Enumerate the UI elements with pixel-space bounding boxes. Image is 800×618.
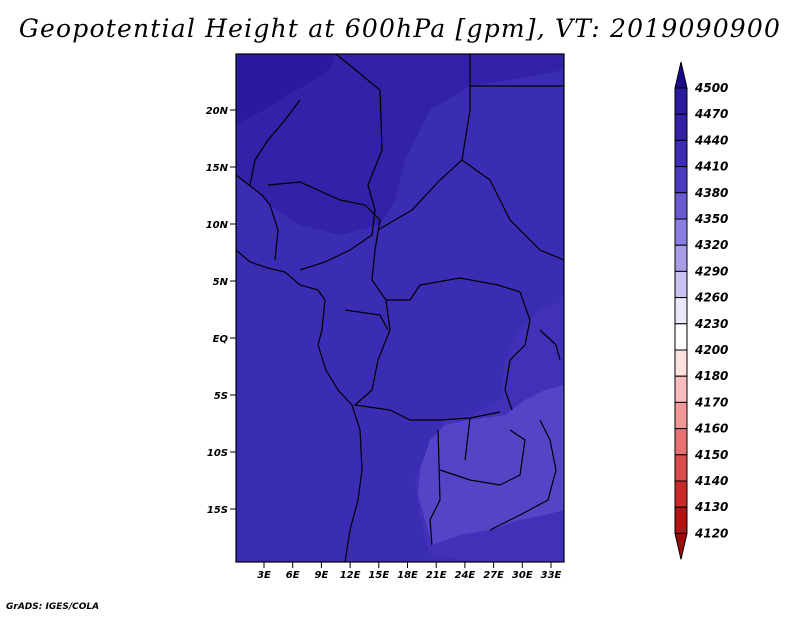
height-field-southwest xyxy=(236,420,400,562)
lon-label: 30E xyxy=(512,570,533,581)
longitude-axis: 3E 6E 9E 12E 15E 18E 21E 24E 27E 30E 33E xyxy=(257,562,562,581)
colorbar-bin xyxy=(674,375,688,403)
lon-label: 21E xyxy=(426,570,447,581)
lat-label: 10N xyxy=(206,220,229,231)
lon-label: 12E xyxy=(340,570,361,581)
colorbar-label: 4160 xyxy=(694,422,728,436)
colorbar-bin xyxy=(674,270,688,299)
colorbar-bin xyxy=(674,506,688,534)
colorbar-bin xyxy=(674,113,688,141)
height-field-high-northwest xyxy=(236,54,335,125)
lon-label: 3E xyxy=(257,570,271,581)
colorbar-label: 4150 xyxy=(694,448,728,462)
colorbar-bin xyxy=(674,428,688,456)
lon-label: 18E xyxy=(397,570,418,581)
lat-label: 20N xyxy=(206,106,229,117)
colorbar-label: 4140 xyxy=(694,474,728,488)
lon-label: 27E xyxy=(483,570,504,581)
colorbar-label: 4410 xyxy=(694,160,728,174)
colorbar-label: 4130 xyxy=(694,500,728,514)
lat-label: 5N xyxy=(213,277,229,288)
colorbar-bin xyxy=(674,87,688,115)
colorbar-label: 4200 xyxy=(694,343,728,357)
colorbar-bin xyxy=(674,401,688,430)
lon-label: 24E xyxy=(455,570,476,581)
colorbar-label: 4320 xyxy=(694,238,728,252)
map-title: Geopotential Height at 600hPa [gpm], VT:… xyxy=(18,14,782,43)
lat-label: 10S xyxy=(207,448,228,459)
lat-label: 15N xyxy=(206,163,229,174)
colorbar-bin xyxy=(674,323,688,351)
lon-label: 33E xyxy=(541,570,562,581)
colorbar-label: 4170 xyxy=(694,395,728,409)
colorbar-bin xyxy=(674,218,688,246)
colorbar-label: 4500 xyxy=(694,81,728,95)
lat-label: 5S xyxy=(214,391,228,402)
height-field-mid-southeast xyxy=(415,300,564,562)
map-panel xyxy=(235,53,565,563)
map-frame xyxy=(235,53,565,563)
colorbar-bin xyxy=(674,139,688,168)
colorbar-max-triangle xyxy=(674,61,688,89)
colorbar-bin xyxy=(674,166,688,194)
lon-label: 6E xyxy=(286,570,300,581)
colorbar-bin xyxy=(674,244,688,272)
country-borders xyxy=(235,53,565,563)
colorbar-label: 4380 xyxy=(694,186,728,200)
colorbar-bin xyxy=(674,454,688,482)
colorbar-label: 4350 xyxy=(694,212,728,226)
colorbar-min-triangle xyxy=(674,532,688,560)
colorbar-label: 4440 xyxy=(694,133,728,147)
latitude-axis: 20N 15N 10N 5N EQ 5S 10S 15S xyxy=(206,106,236,516)
colorbar-label: 4120 xyxy=(694,526,728,540)
west-africa-coast xyxy=(235,249,363,563)
colorbar-label: 4230 xyxy=(694,317,728,331)
lat-label: EQ xyxy=(213,334,229,345)
colorbar-bin xyxy=(674,480,688,508)
colorbar-label: 4260 xyxy=(694,291,728,305)
colorbar-label: 4290 xyxy=(694,264,728,278)
colorbar: 4500 4470 4440 4410 4380 4350 4320 4290 4260 4230… xyxy=(674,61,728,560)
lon-label: 9E xyxy=(315,570,329,581)
colorbar-label: 4470 xyxy=(694,107,728,121)
lon-label: 15E xyxy=(368,570,389,581)
grads-credit: GrADS: IGES/COLA xyxy=(6,602,100,612)
colorbar-bin xyxy=(674,192,688,220)
colorbar-bin xyxy=(674,349,688,377)
colorbar-label: 4180 xyxy=(694,369,728,383)
lat-label: 15S xyxy=(207,505,228,516)
colorbar-bin xyxy=(674,297,688,325)
